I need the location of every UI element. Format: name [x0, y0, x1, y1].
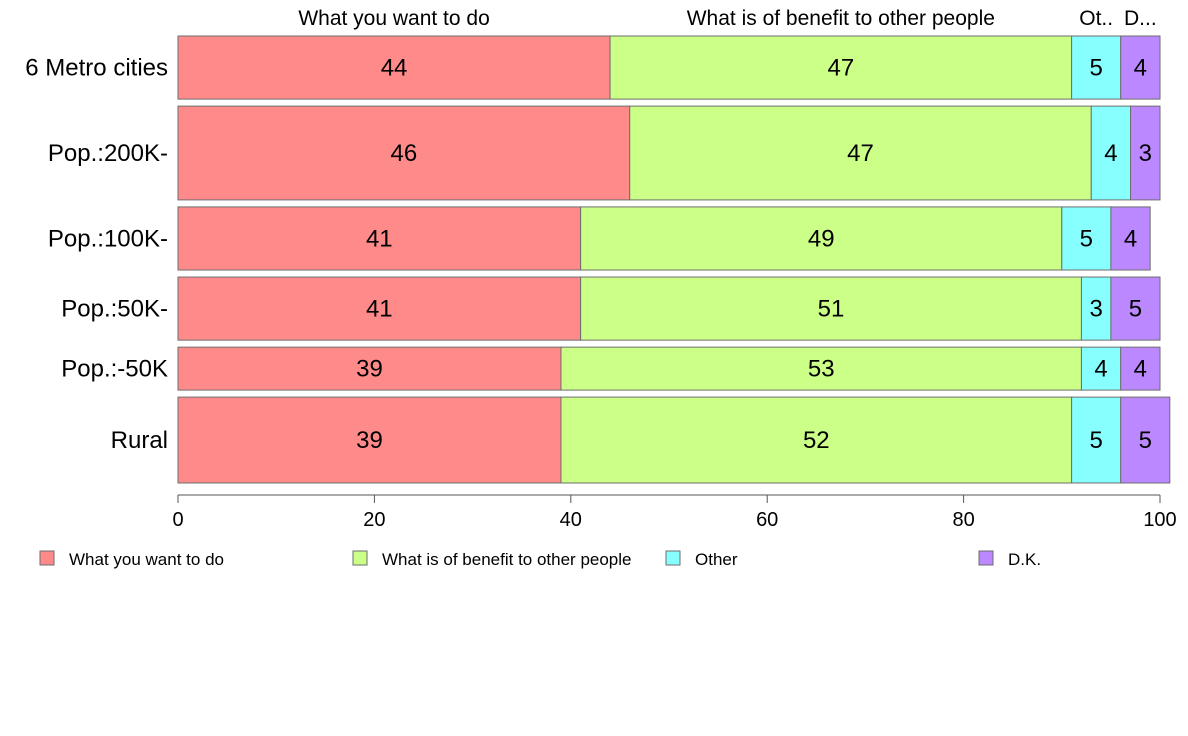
bar-segment [177, 105, 631, 201]
bar-segment [580, 206, 1063, 271]
bar-segment [1120, 346, 1161, 391]
x-tick-label: 60 [756, 509, 778, 531]
bar-segment [1080, 346, 1122, 391]
legend-swatch [39, 550, 55, 566]
column-header: What is of benefit to other people [687, 7, 995, 30]
bar-value-label: 39 [356, 427, 383, 454]
category-label: Rural [111, 427, 168, 454]
bar-segment [177, 206, 582, 271]
legend-label: D.K. [1008, 550, 1041, 569]
bar-segment [1071, 396, 1122, 484]
legend-label: What is of benefit to other people [382, 550, 632, 569]
column-header: Ot.. [1079, 7, 1113, 30]
bar-value-label: 4 [1104, 140, 1117, 167]
bar-segment [1120, 396, 1171, 484]
bar-value-label: 41 [366, 225, 393, 252]
bar-value-label: 5 [1139, 427, 1152, 454]
bar-segment [580, 276, 1082, 341]
bar-value-label: 5 [1080, 225, 1093, 252]
category-label: Pop.:50K- [61, 296, 168, 323]
legend-label: What you want to do [69, 550, 224, 569]
bar-value-label: 5 [1089, 55, 1102, 82]
bar-segment [1120, 35, 1161, 100]
category-label: Pop.:100K- [48, 225, 168, 252]
bar-value-label: 53 [808, 356, 835, 383]
legend-swatch [352, 550, 368, 566]
bar-value-label: 4 [1134, 356, 1147, 383]
category-label: 6 Metro cities [25, 55, 168, 82]
bar-segment [1110, 276, 1161, 341]
bar-segment [177, 346, 562, 391]
bar-segment [177, 276, 582, 341]
bar-segment [1110, 206, 1151, 271]
bar-segment [177, 35, 611, 100]
bar-segment [1130, 105, 1161, 201]
x-tick-label: 20 [363, 509, 385, 531]
bar-segment [560, 396, 1073, 484]
bar-value-label: 4 [1094, 356, 1107, 383]
bar-segment [177, 396, 562, 484]
column-header: D... [1124, 7, 1157, 30]
legend-swatch [665, 550, 681, 566]
bar-value-label: 44 [381, 55, 408, 82]
x-tick-label: 40 [560, 509, 582, 531]
bar-value-label: 5 [1129, 296, 1142, 323]
bar-value-label: 47 [827, 55, 854, 82]
bar-value-label: 52 [803, 427, 830, 454]
bar-segment [629, 105, 1092, 201]
bar-value-label: 46 [391, 140, 418, 167]
bar-value-label: 3 [1139, 140, 1152, 167]
bar-value-label: 49 [808, 225, 835, 252]
x-tick-label: 0 [172, 509, 183, 531]
category-label: Pop.:-50K [61, 356, 168, 383]
bar-value-label: 41 [366, 296, 393, 323]
bar-value-label: 51 [818, 296, 845, 323]
category-label: Pop.:200K- [48, 140, 168, 167]
bar-value-label: 4 [1124, 225, 1137, 252]
bar-segment [560, 346, 1082, 391]
x-tick-label: 80 [952, 509, 974, 531]
legend-swatch [978, 550, 994, 566]
bar-value-label: 5 [1089, 427, 1102, 454]
bar-segment [1090, 105, 1132, 201]
bar-value-label: 3 [1089, 296, 1102, 323]
bar-segment [609, 35, 1073, 100]
bar-value-label: 47 [847, 140, 874, 167]
bar-value-label: 4 [1134, 55, 1147, 82]
bar-value-label: 39 [356, 356, 383, 383]
legend-label: Other [695, 550, 738, 569]
column-header: What you want to do [298, 7, 489, 30]
bar-segment [1071, 35, 1122, 100]
x-tick-label: 100 [1143, 509, 1176, 531]
